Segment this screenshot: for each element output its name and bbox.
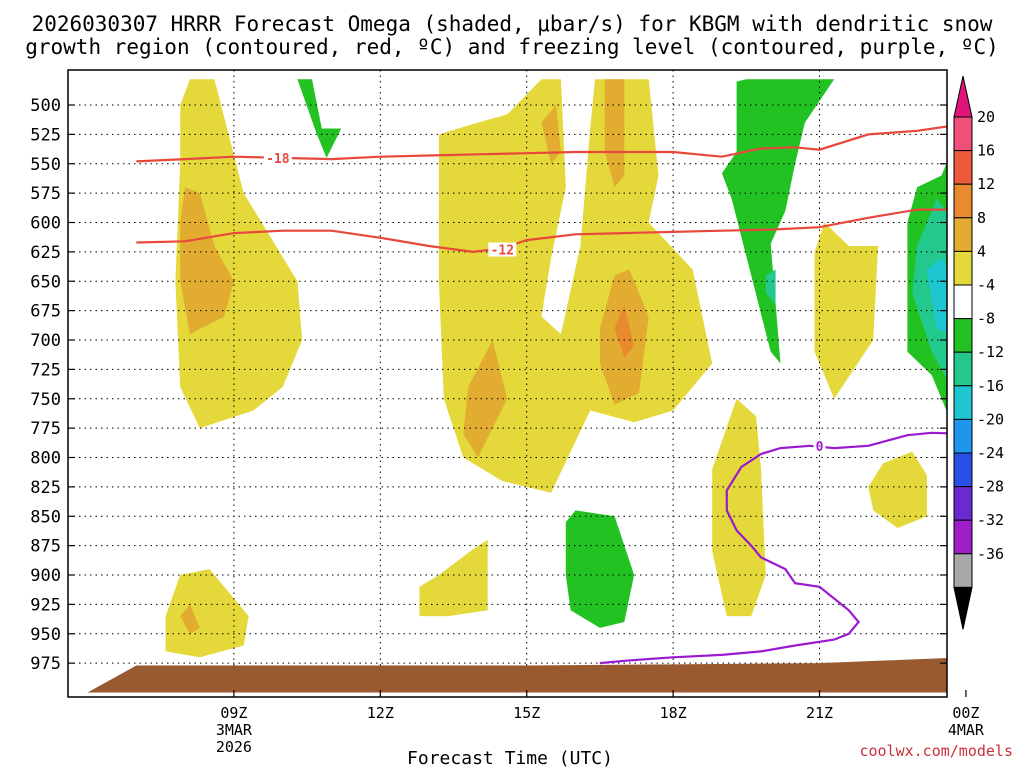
colorbar-label-0: 20 (977, 108, 995, 126)
colorbar-segment-0 (953, 116, 973, 152)
omega-region-up-f-outer (419, 539, 488, 617)
colorbar-label-7: -12 (977, 343, 1004, 361)
x-tick-label-00Z: 00Z (952, 704, 979, 722)
y-tick-label-575: 575 (30, 184, 61, 204)
y-tick-label-875: 875 (30, 537, 61, 557)
colorbar-label-3: 8 (977, 209, 986, 227)
colorbar-label-5: -4 (977, 276, 995, 294)
y-tick-label-950: 950 (30, 625, 61, 645)
colorbar-label-9: -20 (977, 410, 1004, 428)
colorbar-label-13: -36 (977, 545, 1004, 563)
isotherm-label-minus12-bg (488, 242, 517, 257)
y-tick-label-625: 625 (30, 243, 61, 263)
colorbar-segment-13 (953, 553, 973, 588)
y-tick-label-775: 775 (30, 419, 61, 439)
colorbar-segment-7 (953, 351, 973, 387)
isotherm-label-minus18-bg (263, 150, 292, 165)
freezing-level-label-bg (813, 438, 826, 453)
colorbar-segment-5 (953, 284, 973, 320)
x-tick-label-12Z: 12Z (367, 704, 394, 722)
x-tick-date-09Z: 3MAR (216, 721, 253, 739)
omega-region-dn-d (565, 510, 635, 628)
y-tick-label-500: 500 (30, 96, 61, 116)
omega-region-up-a-inner (180, 187, 234, 335)
colorbar-segment-3 (953, 217, 973, 252)
omega-region-up-b-top2 (541, 105, 561, 164)
colorbar-label-2: 12 (977, 175, 995, 193)
omega-region-dn-c-inner2 (926, 257, 947, 334)
colorbar-segment-10 (953, 452, 973, 488)
colorbar-bottom-arrow (953, 586, 973, 630)
source-credit: coolwx.com/models (859, 742, 1013, 760)
colorbar-segment-1 (953, 150, 973, 185)
colorbar-top-arrow (953, 75, 973, 118)
omega-region-dn-b-inner (765, 269, 776, 305)
colorbar-segment-11 (953, 486, 973, 521)
y-tick-label-825: 825 (30, 478, 61, 498)
colorbar-segment-6 (953, 318, 973, 353)
omega-region-up-b-inner1 (463, 340, 508, 458)
colorbar-label-11: -28 (977, 478, 1004, 496)
omega-region-up-b-core (614, 304, 635, 358)
x-axis-title: Forecast Time (UTC) (407, 748, 613, 768)
omega-region-up-e-outer (868, 451, 927, 528)
pressure-axis: 500 525 550 575 600 625 650 675 700 725 750 775 800 8… (30, 96, 947, 674)
x-tick-label-21Z: 21Z (806, 704, 833, 722)
omega-region-up-b-outer (438, 79, 713, 493)
colorbar-label-10: -24 (977, 444, 1004, 462)
y-tick-label-525: 525 (30, 125, 61, 145)
y-tick-label-650: 650 (30, 272, 61, 292)
colorbar-label-1: 16 (977, 142, 995, 160)
omega-colorbar: 20 16 12 8 4 -4 -8 -12 -16 -20 -24 -28 -32 -36 (953, 75, 1004, 630)
x-tick-year-09Z: 2026 (216, 738, 252, 756)
omega-region-up-b-top1 (604, 79, 625, 188)
y-tick-label-700: 700 (30, 331, 61, 351)
freezing-level-label: 0 (816, 440, 824, 455)
omega-region-up-d-outer (814, 222, 879, 399)
colorbar-label-12: -32 (977, 511, 1004, 529)
y-tick-label-600: 600 (30, 214, 61, 234)
y-tick-label-675: 675 (30, 302, 61, 322)
chart-title-line1: 2026030307 HRRR Forecast Omega (shaded, … (32, 12, 993, 36)
plot-area: -18 -12 0 (67, 69, 948, 698)
omega-region-up-c-outer (712, 398, 766, 617)
ground-surface (87, 658, 947, 693)
y-tick-label-975: 975 (30, 654, 61, 674)
isotherm--12 (136, 208, 947, 254)
y-tick-label-900: 900 (30, 566, 61, 586)
omega-region-up-g-outer (165, 569, 249, 658)
colorbar-segment-9 (953, 418, 973, 454)
isotherm-label-minus18: -18 (266, 152, 290, 167)
y-tick-label-750: 750 (30, 390, 61, 410)
colorbar-label-6: -8 (977, 310, 995, 328)
x-tick-label-18Z: 18Z (660, 704, 687, 722)
y-tick-label-925: 925 (30, 595, 61, 615)
colorbar-label-8: -16 (977, 377, 1004, 395)
colorbar-label-4: 4 (977, 242, 986, 260)
x-tick-date-00Z: 4MAR (948, 721, 985, 739)
omega-region-dn-a (297, 79, 342, 158)
isotherm-label-minus12: -12 (491, 244, 514, 259)
omega-region-up-g-inner (180, 604, 200, 634)
y-tick-label-850: 850 (30, 507, 61, 527)
y-tick-label-725: 725 (30, 360, 61, 380)
chart-title-line2: growth region (contoured, red, ºC) and f… (25, 35, 999, 59)
colorbar-segment-12 (953, 519, 973, 555)
y-tick-label-800: 800 (30, 449, 61, 469)
omega-region-up-a-outer (175, 79, 303, 429)
colorbar-segment-2 (953, 183, 973, 219)
freezing-level-line (599, 431, 947, 665)
x-tick-label-09Z: 09Z (220, 704, 247, 722)
omega-region-dn-c-inner1 (912, 199, 947, 380)
plot-frame (67, 69, 948, 698)
colorbar-segment-4 (953, 250, 973, 286)
y-tick-label-550: 550 (30, 155, 61, 175)
colorbar-segment-8 (953, 385, 973, 420)
x-tick-label-15Z: 15Z (513, 704, 540, 722)
